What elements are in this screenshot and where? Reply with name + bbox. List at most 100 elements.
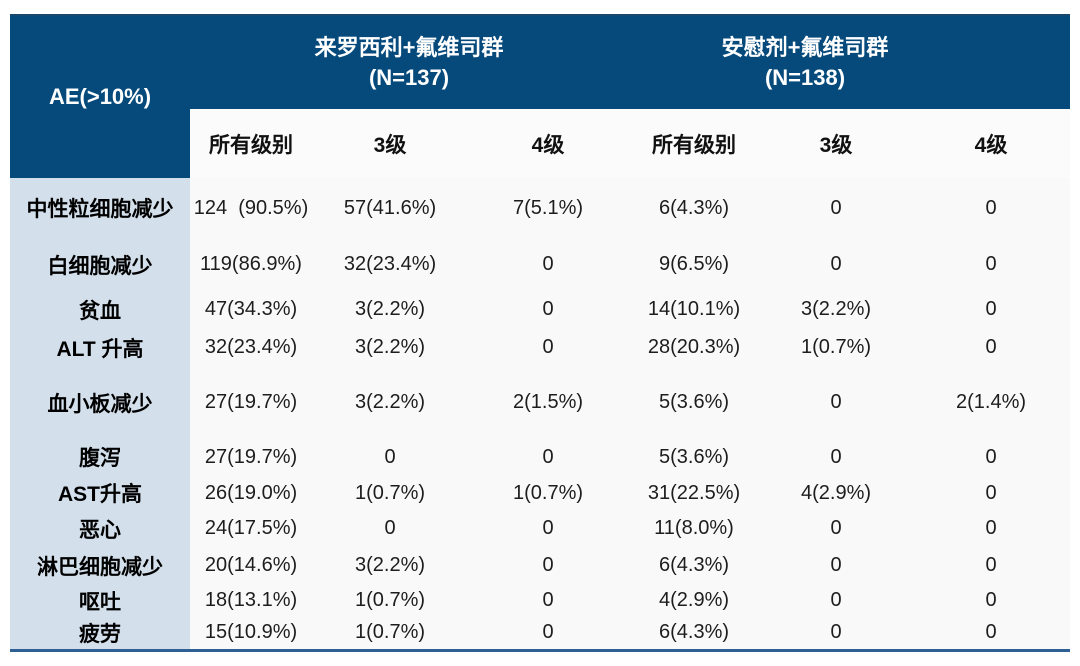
group-title: 安慰剂+氟维司群 [721, 34, 889, 60]
data-cell: 15(10.9%) [190, 617, 312, 650]
data-cell: 0 [760, 510, 912, 547]
table-row: 中性粒细胞减少 124 (90.5%) 57(41.6%) 7(5.1%) 6(… [10, 178, 1070, 238]
data-cell: 57(41.6%) [312, 178, 468, 238]
group-n: (N=138) [764, 64, 846, 90]
table-row: 呕吐 18(13.1%) 1(0.7%) 0 4(2.9%) 0 0 [10, 584, 1070, 617]
data-cell: 0 [468, 438, 628, 476]
data-cell: 7(5.1%) [468, 178, 628, 238]
data-cell: 14(10.1%) [628, 291, 760, 328]
data-cell: 0 [468, 584, 628, 617]
row-label: 疲劳 [10, 617, 190, 650]
data-cell: 9(6.5%) [628, 238, 760, 291]
group-header-cell-treatment: 来罗西利+氟维司群 (N=137) [190, 15, 628, 109]
data-cell: 26(19.0%) [190, 476, 312, 510]
table-row: 疲劳 15(10.9%) 1(0.7%) 0 6(4.3%) 0 0 [10, 617, 1070, 650]
data-cell: 0 [760, 367, 912, 438]
table-row: AST升高 26(19.0%) 1(0.7%) 1(0.7%) 31(22.5%… [10, 476, 1070, 510]
row-label: 血小板减少 [10, 367, 190, 438]
data-cell: 0 [912, 510, 1070, 547]
subheader-cell: 所有级别 [628, 109, 760, 178]
data-cell: 0 [912, 328, 1070, 367]
row-label: ALT 升高 [10, 328, 190, 367]
data-cell: 6(4.3%) [628, 617, 760, 650]
data-cell: 0 [468, 617, 628, 650]
data-cell: 0 [468, 291, 628, 328]
group-title: 来罗西利+氟维司群 [314, 34, 504, 60]
subheader-cell: 3级 [312, 109, 468, 178]
row-label: 中性粒细胞减少 [10, 178, 190, 238]
data-cell: 0 [760, 178, 912, 238]
data-cell: 3(2.2%) [312, 367, 468, 438]
data-cell: 0 [760, 584, 912, 617]
data-cell: 1(0.7%) [760, 328, 912, 367]
subheader-cell: 4级 [468, 109, 628, 178]
data-cell: 0 [912, 238, 1070, 291]
data-cell: 0 [468, 328, 628, 367]
data-cell: 47(34.3%) [190, 291, 312, 328]
data-cell: 11(8.0%) [628, 510, 760, 547]
adverse-events-table: AE(>10%) 来罗西利+氟维司群 (N=137) 安慰剂+氟维司群 (N=1… [10, 14, 1070, 652]
subheader-cell: 4级 [912, 109, 1070, 178]
data-cell: 28(20.3%) [628, 328, 760, 367]
data-cell: 0 [468, 547, 628, 584]
table-row: 淋巴细胞减少 20(14.6%) 3(2.2%) 0 6(4.3%) 0 0 [10, 547, 1070, 584]
data-cell: 124 (90.5%) [190, 178, 312, 238]
data-cell: 31(22.5%) [628, 476, 760, 510]
data-cell: 0 [912, 438, 1070, 476]
data-cell: 27(19.7%) [190, 438, 312, 476]
data-cell: 0 [760, 438, 912, 476]
data-cell: 0 [468, 238, 628, 291]
data-cell: 3(2.2%) [312, 328, 468, 367]
table-row: ALT 升高 32(23.4%) 3(2.2%) 0 28(20.3%) 1(0… [10, 328, 1070, 367]
table-row: 血小板减少 27(19.7%) 3(2.2%) 2(1.5%) 5(3.6%) … [10, 367, 1070, 438]
data-cell: 0 [760, 547, 912, 584]
data-cell: 27(19.7%) [190, 367, 312, 438]
data-cell: 0 [912, 476, 1070, 510]
row-label: 腹泻 [10, 438, 190, 476]
sub-header-row: 所有级别 3级 4级 所有级别 3级 4级 [10, 109, 1070, 178]
row-label: 恶心 [10, 510, 190, 547]
row-label: 呕吐 [10, 584, 190, 617]
data-cell: 32(23.4%) [190, 328, 312, 367]
corner-header-cell: AE(>10%) [10, 15, 190, 178]
data-cell: 6(4.3%) [628, 178, 760, 238]
data-cell: 0 [912, 178, 1070, 238]
data-cell: 3(2.2%) [312, 291, 468, 328]
row-label: 淋巴细胞减少 [10, 547, 190, 584]
data-cell: 4(2.9%) [628, 584, 760, 617]
data-cell: 20(14.6%) [190, 547, 312, 584]
data-cell: 2(1.5%) [468, 367, 628, 438]
table-row: 恶心 24(17.5%) 0 0 11(8.0%) 0 0 [10, 510, 1070, 547]
row-label: 白细胞减少 [10, 238, 190, 291]
data-cell: 0 [468, 510, 628, 547]
data-cell: 0 [760, 238, 912, 291]
data-cell: 5(3.6%) [628, 438, 760, 476]
table-row: 贫血 47(34.3%) 3(2.2%) 0 14(10.1%) 3(2.2%)… [10, 291, 1070, 328]
group-header-row: AE(>10%) 来罗西利+氟维司群 (N=137) 安慰剂+氟维司群 (N=1… [10, 15, 1070, 178]
data-cell: 18(13.1%) [190, 584, 312, 617]
data-cell: 24(17.5%) [190, 510, 312, 547]
data-cell: 1(0.7%) [312, 476, 468, 510]
data-cell: 1(0.7%) [312, 584, 468, 617]
data-cell: 1(0.7%) [468, 476, 628, 510]
row-label: AST升高 [10, 476, 190, 510]
data-cell: 0 [312, 510, 468, 547]
data-cell: 0 [912, 617, 1070, 650]
data-cell: 0 [912, 547, 1070, 584]
data-cell: 4(2.9%) [760, 476, 912, 510]
data-cell: 5(3.6%) [628, 367, 760, 438]
data-cell: 0 [760, 617, 912, 650]
data-cell: 0 [912, 291, 1070, 328]
data-cell: 0 [912, 584, 1070, 617]
data-cell: 0 [312, 438, 468, 476]
subheader-cell: 3级 [760, 109, 912, 178]
table-row: 白细胞减少 119(86.9%) 32(23.4%) 0 9(6.5%) 0 0 [10, 238, 1070, 291]
table-row: 腹泻 27(19.7%) 0 0 5(3.6%) 0 0 [10, 438, 1070, 476]
group-header-cell-placebo: 安慰剂+氟维司群 (N=138) [628, 15, 1070, 109]
row-label: 贫血 [10, 291, 190, 328]
data-cell: 1(0.7%) [312, 617, 468, 650]
data-cell: 32(23.4%) [312, 238, 468, 291]
data-cell: 2(1.4%) [912, 367, 1070, 438]
group-n: (N=137) [368, 64, 450, 90]
